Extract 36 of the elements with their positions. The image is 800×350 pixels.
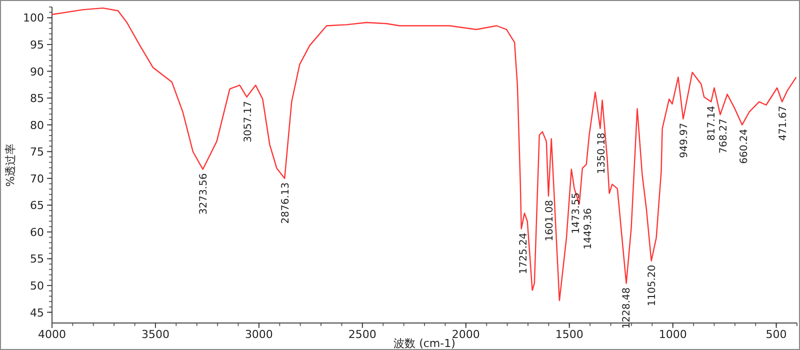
annotation: 1725.24: [518, 232, 530, 274]
y-tick-label: 100: [23, 12, 44, 25]
y-tick-label: 95: [30, 38, 44, 52]
annotation: 1601.08: [544, 200, 556, 242]
y-tick-label: 80: [30, 118, 44, 132]
annotation: 1449.36: [582, 208, 594, 250]
annotation: 3057.17: [243, 100, 254, 142]
annotation: 660.24: [739, 128, 750, 164]
annotation: 2876.13: [280, 182, 292, 224]
annotation: 768.27: [718, 118, 730, 154]
y-tick-label: 55: [30, 252, 44, 266]
y-tick-label: 45: [30, 306, 44, 320]
x-tick-label: 3000: [244, 328, 273, 341]
annotation: 1228.48: [622, 287, 633, 329]
x-tick-label: 3500: [141, 328, 170, 341]
y-tick-label: 75: [30, 146, 44, 159]
x-tick-label: 500: [766, 328, 787, 341]
annotation: 1105.20: [647, 264, 658, 306]
annotation: 471.67: [778, 106, 790, 141]
x-tick-label: 1500: [555, 328, 584, 341]
y-tick-label: 70: [30, 172, 44, 186]
x-tick-label: 1000: [658, 328, 687, 341]
y-tick-label: 85: [30, 92, 44, 106]
y-tick-label: 90: [30, 65, 44, 78]
annotation: 3273.56: [198, 173, 210, 215]
y-tick-label: 60: [30, 226, 44, 239]
annotation: 949.97: [679, 122, 690, 158]
y-axis-title: %透过率: [4, 143, 17, 187]
x-tick-label: 4000: [38, 328, 66, 341]
annotation: 817.14: [706, 106, 718, 141]
x-tick-label: 2500: [348, 328, 376, 341]
annotation: 1350.18: [596, 132, 608, 174]
y-tick-label: 65: [30, 199, 44, 212]
x-axis-title: 波数 (cm-1): [394, 337, 456, 350]
annotation: 1473.55: [570, 192, 582, 234]
y-tick-label: 50: [30, 280, 44, 293]
